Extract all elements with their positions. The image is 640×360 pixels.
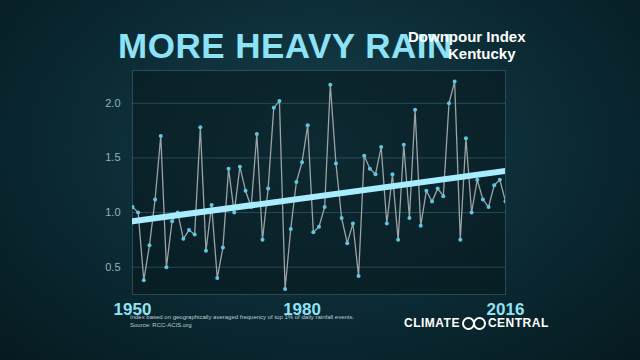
html-text:Source: RCC-ACIS.org: Source: RCC-ACIS.org <box>130 322 192 328</box>
svg-text:1.5: 1.5 <box>105 151 120 163</box>
svg-text:1950: 1950 <box>113 299 152 319</box>
svg-text:1.0: 1.0 <box>105 206 120 218</box>
html-text:Kentucky: Kentucky <box>448 45 516 62</box>
html-text:CLIMATE: CLIMATE <box>404 316 460 330</box>
svg-text:2.0: 2.0 <box>105 97 120 109</box>
html-text:Index based on geographically: Index based on geographically averaged f… <box>130 314 355 320</box>
svg-text:0.5: 0.5 <box>105 261 120 273</box>
svg-text:1980: 1980 <box>283 299 321 319</box>
html-text:CENTRAL: CENTRAL <box>487 316 549 330</box>
html-text:MORE HEAVY RAIN: MORE HEAVY RAIN <box>118 26 453 65</box>
html-text:Downpour Index: Downpour Index <box>408 28 526 45</box>
svg-text:2016: 2016 <box>487 300 525 319</box>
